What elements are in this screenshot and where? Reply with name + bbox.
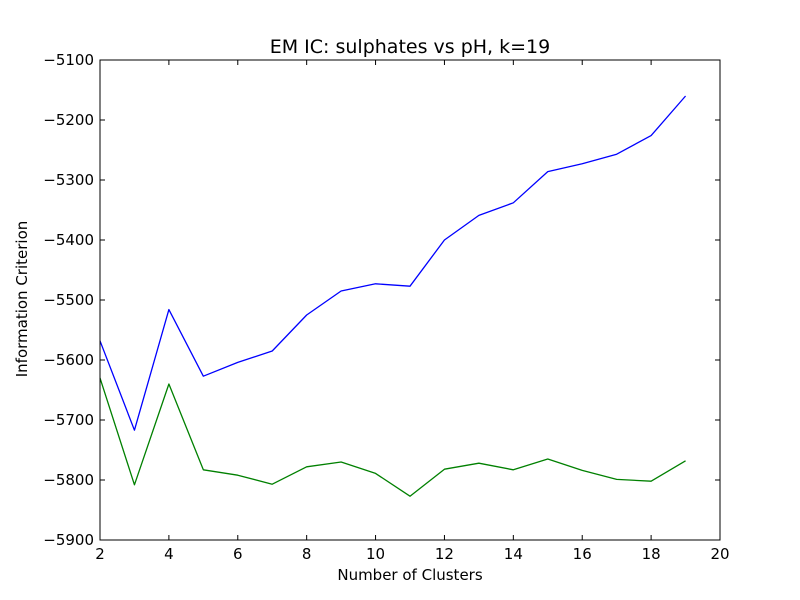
- series-line-1: [99, 95, 687, 431]
- y-tick-label: −5100: [43, 51, 94, 69]
- y-tick-label: −5600: [43, 351, 94, 369]
- y-tick-label: −5500: [43, 291, 94, 309]
- y-tick-label: −5800: [43, 471, 94, 489]
- x-axis-label: Number of Clusters: [337, 566, 482, 584]
- y-tick-label: −5400: [43, 231, 94, 249]
- x-tick-label: 2: [95, 545, 105, 563]
- y-axis-label: Information Criterion: [13, 221, 31, 378]
- x-tick-label: 8: [302, 545, 312, 563]
- chart-title: EM IC: sulphates vs pH, k=19: [270, 36, 551, 58]
- x-tick-label: 4: [164, 545, 174, 563]
- x-tick-label: 16: [573, 545, 592, 563]
- y-tick-label: −5700: [43, 411, 94, 429]
- series-line-2: [99, 377, 686, 497]
- y-tick-label: −5300: [43, 171, 94, 189]
- x-tick-label: 20: [710, 545, 729, 563]
- x-tick-label: 14: [504, 545, 523, 563]
- x-tick-label: 18: [642, 545, 661, 563]
- x-tick-label: 6: [233, 545, 243, 563]
- y-tick-label: −5200: [43, 111, 94, 129]
- y-tick-label: −5900: [43, 531, 94, 549]
- x-tick-label: 12: [435, 545, 454, 563]
- plot-area: 2 4 6 8 10 12 14 16 18 20 −5100 −5200 −5300 −5400 −550…: [43, 51, 729, 563]
- x-tick-label: 10: [366, 545, 385, 563]
